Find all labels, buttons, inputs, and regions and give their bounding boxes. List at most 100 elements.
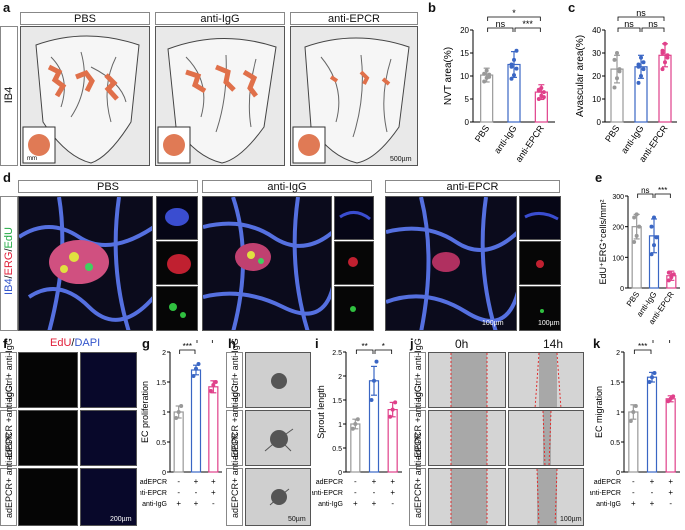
significance-label: *** <box>522 19 533 29</box>
y-tick-label: 1.5 <box>610 380 620 387</box>
treatment-sign: + <box>372 499 377 508</box>
data-point <box>633 404 638 408</box>
treatment-sign: + <box>211 488 216 497</box>
treatment-sign: - <box>669 499 672 508</box>
y-axis-label: EdU⁺ERG⁺cells/mm² <box>598 199 608 284</box>
data-point <box>634 212 639 217</box>
data-point <box>663 60 667 65</box>
data-point <box>536 88 541 93</box>
data-point <box>514 66 519 71</box>
y-tick-label: 100 <box>612 255 624 262</box>
significance-bracket <box>641 27 665 32</box>
data-point <box>649 252 654 257</box>
edu-image-row1 <box>18 352 78 408</box>
x-tick-label: PBS <box>603 123 622 143</box>
treatment-label: adEPCR <box>316 479 343 486</box>
y-tick-label: 10 <box>460 72 469 81</box>
data-point <box>652 215 656 220</box>
edu-image-row2 <box>18 410 78 466</box>
treatment-sign: - <box>391 499 394 508</box>
data-point <box>196 362 201 366</box>
data-point <box>374 359 379 364</box>
data-point <box>487 74 492 79</box>
y-tick-label: 5 <box>465 95 470 104</box>
row-d-side-box: IB4/ERG/EdU <box>0 196 18 331</box>
y-axis-label: EC proliferation <box>140 381 150 443</box>
y-axis-label: EC migration <box>594 386 604 438</box>
sprout-image-row1 <box>245 352 311 408</box>
treatment-sign: + <box>390 488 395 497</box>
row-f-label-box-3: adEPCR+ anti-EPCR <box>0 433 17 526</box>
significance-bracket <box>487 27 514 32</box>
treatment-sign: - <box>177 488 180 497</box>
bar-1 <box>646 376 658 473</box>
confocal-main-antiepcr <box>385 196 517 331</box>
treatment-sign: - <box>212 499 215 508</box>
data-point <box>369 398 374 402</box>
panel-label-c: c <box>568 0 576 15</box>
data-point <box>393 400 398 405</box>
significance-label: ns <box>648 19 658 29</box>
dapi-image-row1 <box>80 352 137 408</box>
significance-bracket <box>617 16 665 21</box>
x-tick-label: PBS <box>473 123 492 143</box>
row-a-header-antiepcr: anti-EPCR <box>290 12 418 25</box>
row-j-label-box-3: adEPCR+ anti-EPCR <box>409 433 426 526</box>
channel-blue-pbs <box>156 196 198 240</box>
wound-0h-row1 <box>428 352 506 408</box>
y-tick-label: 2.5 <box>332 350 342 357</box>
y-axis-label: NVT area(%) <box>443 47 454 105</box>
data-point <box>615 51 619 55</box>
significance-label: ns <box>496 19 506 29</box>
data-point <box>372 378 376 383</box>
treatment-sign: + <box>390 477 395 486</box>
y-tick-label: 0 <box>616 470 620 477</box>
significance-label: ns <box>641 186 649 195</box>
y-tick-label: 0 <box>620 286 624 293</box>
data-point <box>666 399 671 404</box>
x-tick-label: PBS <box>625 290 642 308</box>
treatment-label: anti-IgG <box>596 501 621 508</box>
data-point <box>509 64 514 69</box>
data-point <box>650 375 654 380</box>
row-d-scale-1: 100µm <box>482 320 504 327</box>
data-point <box>663 41 667 46</box>
row-a-scale-label: 500µm <box>390 156 412 163</box>
edu-header: EdU <box>50 337 72 349</box>
header-sep: / <box>71 337 75 349</box>
treatment-label: anti-EPCR <box>312 490 343 497</box>
significance-label: *** <box>658 186 667 195</box>
data-point <box>639 74 643 78</box>
data-point <box>654 235 659 240</box>
data-point <box>649 224 654 229</box>
channel-red-antiigg <box>334 241 374 285</box>
row-a-side-label: IB4 <box>3 86 15 104</box>
inset-scale-label: mm <box>27 156 37 162</box>
channel-green-antiepcr <box>519 286 561 331</box>
data-point <box>208 389 213 393</box>
y-tick-label: 10 <box>592 95 601 104</box>
y-tick-label: 15 <box>460 49 469 58</box>
retina-drawing-pbs <box>22 35 140 164</box>
data-point <box>666 278 671 283</box>
significance-bracket <box>652 340 671 343</box>
row-d-header-antiigg: anti-IgG <box>202 180 372 193</box>
treatment-label: anti-IgG <box>142 501 167 508</box>
row-d-header-antiepcr: anti-EPCR <box>385 180 560 193</box>
channel-red-antiepcr <box>519 241 561 285</box>
treatment-sign: - <box>177 477 180 486</box>
row-j-scale: 100µm <box>560 516 582 523</box>
data-point <box>612 85 617 90</box>
dapi-header: DAPI <box>74 337 101 349</box>
row-h-label-box-1: adCtrl+ anti-IgG <box>226 338 243 408</box>
y-tick-label: 20 <box>460 26 469 35</box>
significance-bracket <box>637 193 654 198</box>
sprout-image-row2 <box>245 410 311 466</box>
channel-red-pbs <box>156 241 198 285</box>
treatment-sign: + <box>353 499 358 508</box>
data-point <box>482 79 487 84</box>
data-point <box>628 419 633 423</box>
treatment-sign: - <box>651 488 654 497</box>
significance-bracket <box>487 16 541 21</box>
y-tick-label: 200 <box>612 225 624 232</box>
